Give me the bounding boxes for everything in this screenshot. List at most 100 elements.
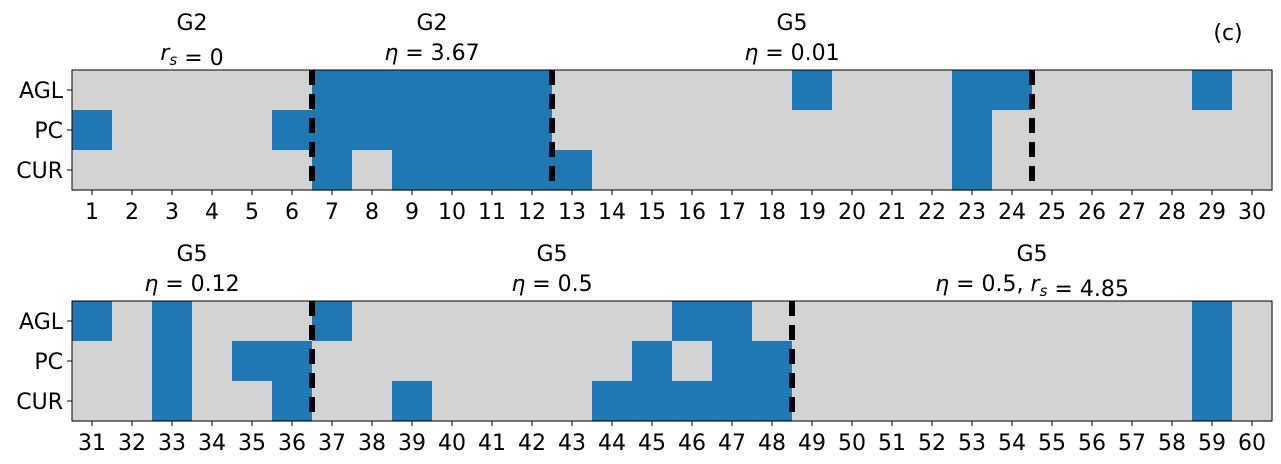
- cell-agl-60: [1232, 301, 1273, 342]
- x-tick-label-41: 41: [478, 431, 506, 456]
- cell-pc-12: [512, 110, 553, 151]
- cell-pc-2: [112, 110, 153, 151]
- cell-pc-22: [912, 110, 953, 151]
- cell-cur-31: [72, 381, 113, 422]
- cell-pc-57: [1112, 341, 1153, 382]
- cell-cur-41: [472, 381, 513, 422]
- cell-cur-4: [192, 150, 233, 191]
- cell-cur-11: [472, 150, 513, 191]
- group-param-2: η = 0.5: [511, 272, 592, 297]
- cell-agl-25: [1032, 70, 1073, 111]
- x-tick-label-37: 37: [318, 431, 346, 456]
- cell-agl-32: [112, 301, 153, 342]
- group-title-3: G5: [1016, 242, 1047, 267]
- y-tick-label-cur: CUR: [16, 159, 63, 184]
- cell-cur-54: [992, 381, 1033, 422]
- cell-pc-28: [1152, 110, 1193, 151]
- cell-pc-46: [672, 341, 713, 382]
- x-tick-label-26: 26: [1078, 200, 1106, 225]
- cell-cur-40: [432, 381, 473, 422]
- cell-cur-38: [352, 381, 393, 422]
- y-tick-label-agl: AGL: [19, 310, 64, 335]
- x-tick-label-29: 29: [1198, 200, 1226, 225]
- cell-pc-9: [392, 110, 433, 151]
- x-tick-label-25: 25: [1038, 200, 1066, 225]
- group-param-1: rs = 0: [160, 41, 223, 71]
- group-title-3: G5: [776, 11, 807, 36]
- x-tick-label-17: 17: [718, 200, 746, 225]
- x-tick-label-11: 11: [478, 200, 506, 225]
- cell-cur-42: [512, 381, 553, 422]
- x-tick-label-9: 9: [405, 200, 419, 225]
- cell-pc-60: [1232, 341, 1273, 382]
- cell-agl-43: [552, 301, 593, 342]
- cell-pc-11: [472, 110, 513, 151]
- cell-agl-1: [72, 70, 113, 111]
- cell-cur-21: [872, 150, 913, 191]
- cell-cur-33: [152, 381, 193, 422]
- cell-cur-24: [992, 150, 1033, 191]
- cell-cur-52: [912, 381, 953, 422]
- cell-agl-3: [152, 70, 193, 111]
- cell-pc-55: [1032, 341, 1073, 382]
- cell-cur-29: [1192, 150, 1233, 191]
- cell-pc-35: [232, 341, 273, 382]
- cell-cur-6: [272, 150, 313, 191]
- x-tick-label-49: 49: [798, 431, 826, 456]
- cell-cur-39: [392, 381, 433, 422]
- cell-cur-16: [672, 150, 713, 191]
- cell-agl-5: [232, 70, 273, 111]
- cell-pc-39: [392, 341, 433, 382]
- cell-pc-59: [1192, 341, 1233, 382]
- cell-cur-36: [272, 381, 313, 422]
- cell-agl-34: [192, 301, 233, 342]
- x-tick-label-33: 33: [158, 431, 186, 456]
- cell-cur-23: [952, 150, 993, 191]
- cell-agl-41: [472, 301, 513, 342]
- x-tick-label-23: 23: [958, 200, 986, 225]
- cell-cur-59: [1192, 381, 1233, 422]
- cell-cur-17: [712, 150, 753, 191]
- cell-agl-47: [712, 301, 753, 342]
- cell-cur-25: [1032, 150, 1073, 191]
- cell-cur-56: [1072, 381, 1113, 422]
- cell-pc-27: [1112, 110, 1153, 151]
- cell-pc-6: [272, 110, 313, 151]
- x-tick-label-4: 4: [205, 200, 219, 225]
- cell-cur-2: [112, 150, 153, 191]
- x-tick-label-22: 22: [918, 200, 946, 225]
- x-tick-label-52: 52: [918, 431, 946, 456]
- cell-cur-20: [832, 150, 873, 191]
- x-tick-label-10: 10: [438, 200, 466, 225]
- cell-cur-51: [872, 381, 913, 422]
- cell-agl-21: [872, 70, 913, 111]
- x-tick-label-39: 39: [398, 431, 426, 456]
- cell-agl-24: [992, 70, 1033, 111]
- x-tick-label-18: 18: [758, 200, 786, 225]
- cell-agl-45: [632, 301, 673, 342]
- x-tick-label-60: 60: [1238, 431, 1266, 456]
- cell-pc-33: [152, 341, 193, 382]
- cell-cur-50: [832, 381, 873, 422]
- cell-agl-22: [912, 70, 953, 111]
- cell-pc-18: [752, 110, 793, 151]
- cell-agl-20: [832, 70, 873, 111]
- cell-cur-46: [672, 381, 713, 422]
- cell-pc-50: [832, 341, 873, 382]
- cell-agl-33: [152, 301, 193, 342]
- cell-pc-38: [352, 341, 393, 382]
- x-tick-label-36: 36: [278, 431, 306, 456]
- x-tick-label-44: 44: [598, 431, 626, 456]
- x-tick-label-2: 2: [125, 200, 139, 225]
- x-tick-label-5: 5: [245, 200, 259, 225]
- cell-agl-6: [272, 70, 313, 111]
- cell-agl-59: [1192, 301, 1233, 342]
- x-tick-label-3: 3: [165, 200, 179, 225]
- cell-agl-28: [1152, 70, 1193, 111]
- cell-agl-39: [392, 301, 433, 342]
- cell-pc-41: [472, 341, 513, 382]
- cell-pc-26: [1072, 110, 1113, 151]
- y-tick-label-pc: PC: [34, 350, 63, 375]
